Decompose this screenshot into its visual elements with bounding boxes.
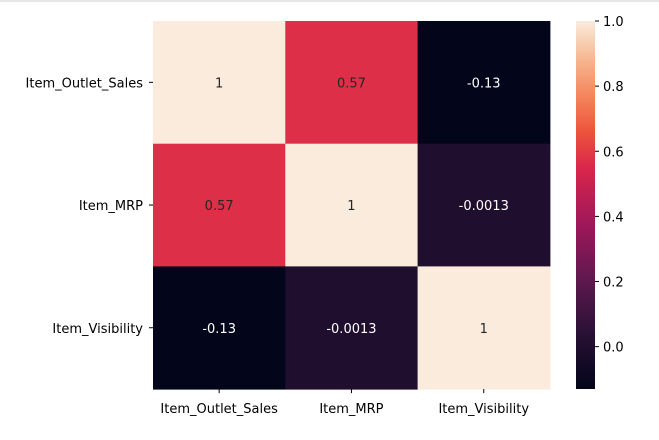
colorbar-tick-label: 0.2 <box>603 276 624 291</box>
heatmap-cell <box>285 21 419 145</box>
colorbar-gradient <box>576 21 595 389</box>
heatmap-cell-value: 1 <box>480 322 488 337</box>
heatmap-cell-value: -0.0013 <box>326 322 376 337</box>
x-axis: Item_Outlet_Sales Item_MRP Item_Visibility <box>160 389 529 417</box>
heatmap-cell <box>285 143 419 267</box>
top-divider <box>0 0 659 2</box>
heatmap-cell <box>153 266 286 390</box>
heatmap-cell <box>153 143 286 267</box>
y-tick-label: Item_Visibility <box>52 322 143 337</box>
y-tick-label: Item_Outlet_Sales <box>26 76 144 91</box>
colorbar-tick-label: 1.0 <box>603 15 624 30</box>
heatmap-cell-labels: 1 0.57 -0.13 0.57 1 -0.0013 -0.13 -0.0013 1 <box>202 76 509 336</box>
x-tick-label: Item_Visibility <box>438 402 529 417</box>
colorbar-tick-label: 0.8 <box>603 80 624 95</box>
heatmap-cell <box>417 21 551 145</box>
heatmap-cell-value: -0.13 <box>467 76 501 91</box>
heatmap-cell-value: -0.13 <box>202 322 236 337</box>
heatmap-cell <box>417 266 551 390</box>
heatmap-cell-value: 0.57 <box>337 76 366 91</box>
heatmap-cell <box>417 143 551 267</box>
colorbar: 0.0 0.2 0.4 0.6 0.8 1.0 <box>576 15 624 389</box>
x-tick-label: Item_Outlet_Sales <box>160 402 278 417</box>
x-tick-label: Item_MRP <box>319 402 383 417</box>
heatmap-cell-value: 0.57 <box>205 199 234 214</box>
heatmap-cell <box>153 21 286 145</box>
y-axis: Item_Outlet_Sales Item_MRP Item_Visibility <box>26 76 153 337</box>
colorbar-tick-label: 0.6 <box>603 145 624 160</box>
y-tick-label: Item_MRP <box>79 199 143 214</box>
heatmap-cell-value: 1 <box>347 199 355 214</box>
colorbar-tick-label: 0.4 <box>603 210 624 225</box>
heatmap-cells <box>153 21 551 390</box>
heatmap-cell <box>285 266 419 390</box>
heatmap-cell-value: 1 <box>215 76 223 91</box>
heatmap-cell-value: -0.0013 <box>459 199 509 214</box>
colorbar-tick-label: 0.0 <box>603 341 624 356</box>
